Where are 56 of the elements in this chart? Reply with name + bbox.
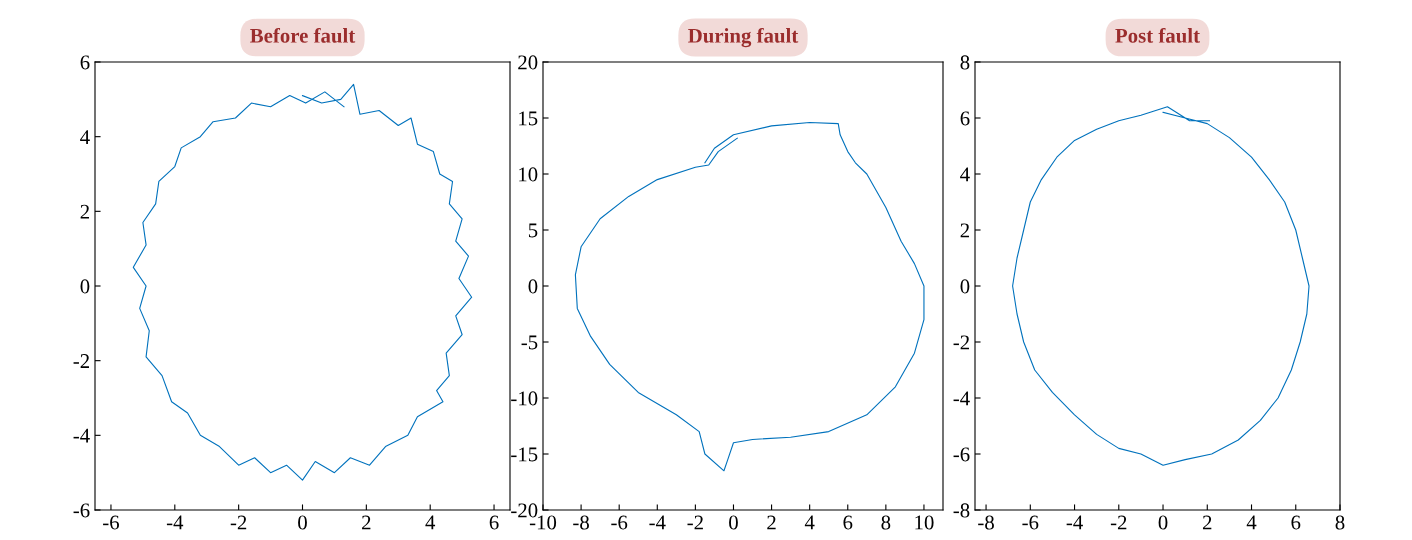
y-tick-label: 0 <box>528 279 538 294</box>
y-tick-label: 5 <box>528 223 538 238</box>
y-tick-label: 10 <box>519 167 538 182</box>
y-tick-label: 0 <box>80 279 90 294</box>
x-tick-label: -2 <box>687 515 703 530</box>
x-tick-label: -8 <box>573 515 589 530</box>
y-tick-label: 2 <box>80 204 89 219</box>
chart-title: During fault <box>688 27 799 48</box>
y-tick-label: -6 <box>73 503 90 518</box>
x-tick-label: 0 <box>729 515 738 530</box>
y-tick-label: 8 <box>960 55 970 70</box>
x-tick-label: -6 <box>1022 515 1039 530</box>
x-tick-label: 8 <box>881 515 891 530</box>
line-series <box>574 121 925 472</box>
y-tick-label: -15 <box>511 447 538 462</box>
x-tick-label: 6 <box>843 515 853 530</box>
x-tick-label: -4 <box>166 515 184 530</box>
y-tick-label: 20 <box>518 55 538 70</box>
y-tick-label: -4 <box>73 428 90 443</box>
y-tick-label: 15 <box>519 111 538 126</box>
chart-title: Before fault <box>250 27 356 43</box>
x-tick-label: 2 <box>1202 515 1212 530</box>
x-tick-label: 2 <box>767 515 776 530</box>
x-tick-label: -2 <box>230 515 247 530</box>
y-tick-label: -10 <box>511 391 538 406</box>
x-tick-label: -4 <box>649 515 666 530</box>
x-tick-label: -6 <box>103 515 120 530</box>
x-tick-label: 0 <box>298 515 307 530</box>
x-tick-label: 8 <box>1335 515 1345 530</box>
y-tick-label: -5 <box>521 335 538 350</box>
x-tick-label: 4 <box>804 515 815 530</box>
y-tick-label: -6 <box>953 447 970 462</box>
x-tick-label: 10 <box>915 515 934 530</box>
y-tick-label: -2 <box>953 335 969 350</box>
y-tick-label: -4 <box>953 391 970 406</box>
y-tick-label: 4 <box>960 167 970 182</box>
y-tick-label: 2 <box>960 223 969 238</box>
x-tick-label: -4 <box>1066 515 1083 530</box>
x-tick-label: 4 <box>425 515 436 530</box>
x-tick-label: 0 <box>1158 515 1168 530</box>
y-tick-label: -8 <box>953 503 970 518</box>
line-series <box>132 83 473 481</box>
y-tick-label: 6 <box>80 55 90 70</box>
x-tick-label: 4 <box>1246 515 1257 530</box>
y-tick-label: 6 <box>960 111 970 126</box>
line-series <box>1012 106 1310 466</box>
x-tick-label: -8 <box>978 515 994 530</box>
x-tick-label: 2 <box>362 515 371 530</box>
x-tick-label: 6 <box>489 515 499 530</box>
x-tick-label: 6 <box>1291 515 1301 530</box>
x-tick-label: -6 <box>611 515 628 530</box>
y-tick-label: -2 <box>73 354 89 368</box>
y-tick-label: 0 <box>960 279 970 294</box>
y-tick-label: 4 <box>80 130 90 144</box>
chart-title: Post fault <box>1115 27 1200 43</box>
x-tick-label: -2 <box>1110 515 1127 530</box>
